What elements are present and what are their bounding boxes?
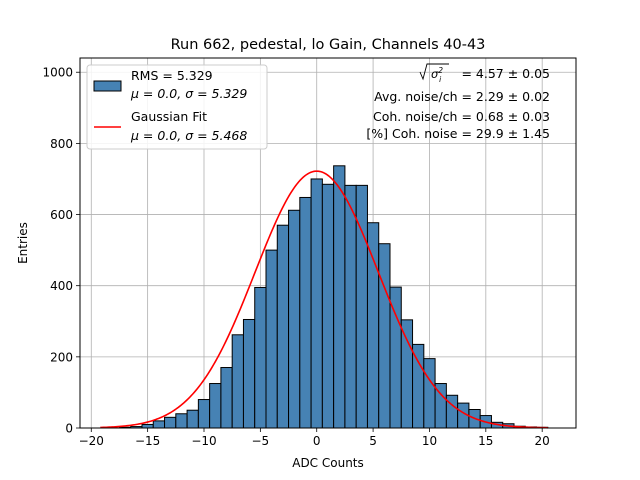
annotation-avg-noise: Avg. noise/ch = 2.29 ± 0.02 [374, 89, 550, 104]
gaussian-fit-curve [100, 170, 548, 429]
y-axis-label: Entries [16, 222, 30, 264]
histogram-bar [197, 399, 211, 429]
y-tick-label: 800 [50, 137, 73, 151]
x-tick-label: 5 [369, 434, 377, 448]
x-tick-label: 10 [422, 434, 437, 448]
histogram-bar [152, 420, 166, 429]
histogram-bars [118, 165, 549, 429]
x-tick-label: −5 [252, 434, 270, 448]
histogram-bar [333, 165, 346, 429]
legend-fit-params: μ = 0.0, σ = 5.468 [130, 128, 247, 143]
y-tick-label: 600 [50, 208, 73, 222]
histogram-bar [423, 358, 436, 429]
y-tick-label: 0 [65, 422, 73, 436]
histogram-bar [400, 319, 414, 429]
histogram-bar [164, 416, 177, 429]
histogram-bar [378, 243, 391, 429]
x-tick-label: −10 [191, 434, 216, 448]
histogram-bar [265, 249, 278, 429]
annotation-coh-noise: Coh. noise/ch = 0.68 ± 0.03 [373, 109, 550, 124]
histogram-bar [299, 196, 312, 429]
legend-patch-swatch [93, 80, 122, 92]
annotation-coh-noise-percent: [%] Coh. noise = 29.9 ± 1.45 [366, 126, 550, 141]
plot-frame [79, 57, 577, 429]
x-tick-label: 15 [478, 434, 493, 448]
chart-title: Run 662, pedestal, lo Gain, Channels 40-… [171, 37, 486, 53]
annotation-total-noise: = 4.57 ± 0.05 [461, 66, 550, 81]
x-tick-label: −15 [135, 434, 160, 448]
histogram-bar [288, 209, 301, 429]
histogram-bar [310, 178, 323, 429]
histogram-bar [141, 423, 154, 429]
x-axis-ticks: −20 −15 −10 −5 0 5 10 15 20 [79, 428, 550, 448]
histogram-bar [220, 367, 233, 429]
histogram-bar [242, 318, 256, 429]
histogram-bar [366, 222, 380, 429]
x-tick-label: 0 [313, 434, 321, 448]
legend-rms-label: RMS = 5.329 [131, 68, 213, 83]
legend-rms-params: μ = 0.0, σ = 5.329 [130, 86, 247, 101]
sqrt-radical [419, 63, 449, 81]
x-tick-label: 20 [535, 434, 550, 448]
x-tick-label: −20 [79, 434, 104, 448]
histogram-bar [412, 343, 425, 429]
y-tick-label: 400 [50, 279, 73, 293]
sigma-symbol: σ2 i [431, 66, 443, 84]
histogram-bar [389, 286, 402, 429]
histogram-bar [175, 413, 188, 429]
histogram-bar [276, 224, 290, 429]
legend-box [86, 64, 268, 150]
histogram-bar [231, 334, 244, 429]
legend: RMS = 5.329 μ = 0.0, σ = 5.329 Gaussian … [86, 64, 268, 150]
histogram-bar [186, 409, 199, 429]
y-tick-label: 200 [50, 350, 73, 364]
histogram-bar [254, 286, 267, 429]
y-axis-ticks: 0 200 400 600 800 1000 [42, 66, 80, 436]
annotations: σ2 i = 4.57 ± 0.05 Avg. noise/ch = 2.29 ±… [366, 63, 550, 141]
x-axis-label: ADC Counts [292, 456, 364, 470]
legend-fit-label: Gaussian Fit [131, 109, 207, 124]
y-tick-label: 1000 [42, 66, 73, 80]
histogram-bar [344, 184, 357, 429]
histogram-bar [209, 383, 222, 429]
histogram-bar [321, 183, 335, 429]
histogram-bar [445, 394, 459, 429]
